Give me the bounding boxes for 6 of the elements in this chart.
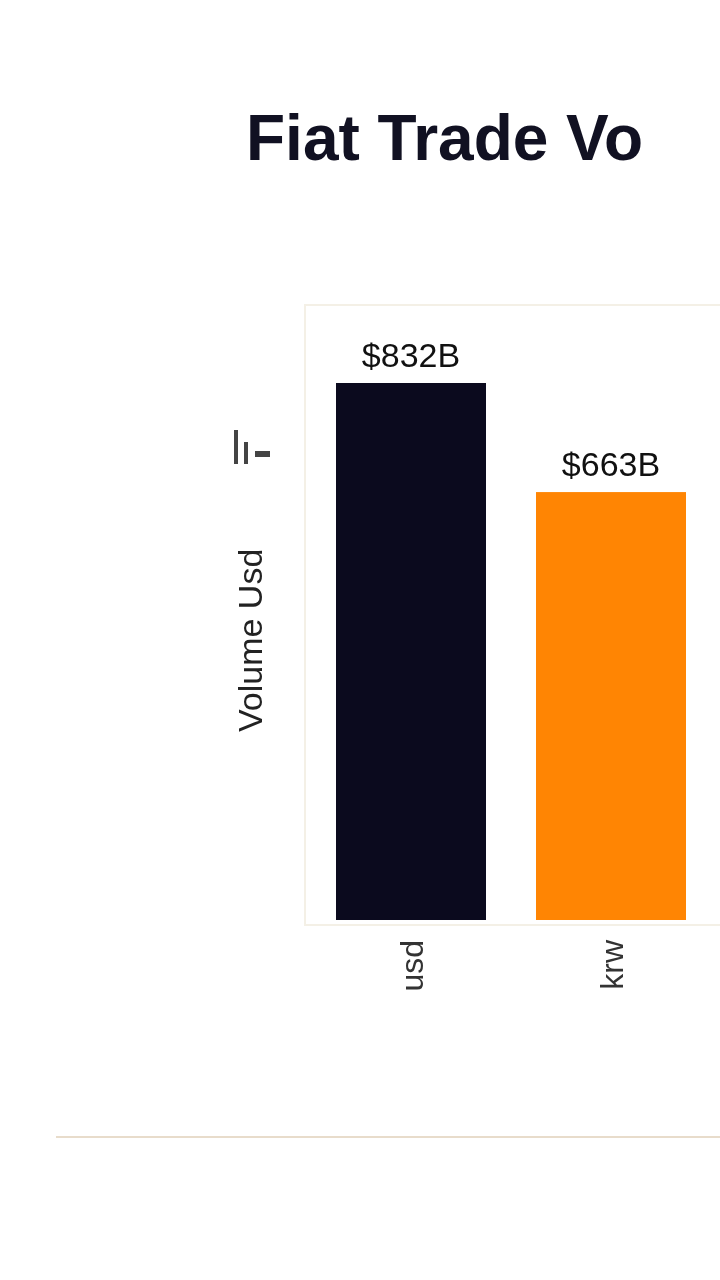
x-tick-label: usd (394, 940, 430, 992)
chart-title: Fiat Trade Vo (246, 102, 644, 174)
data-label: $832B (361, 336, 461, 374)
x-tick-label: krw (594, 939, 630, 990)
data-label: $663B (561, 445, 661, 484)
y-axis-title: Volume Usd (231, 548, 269, 732)
